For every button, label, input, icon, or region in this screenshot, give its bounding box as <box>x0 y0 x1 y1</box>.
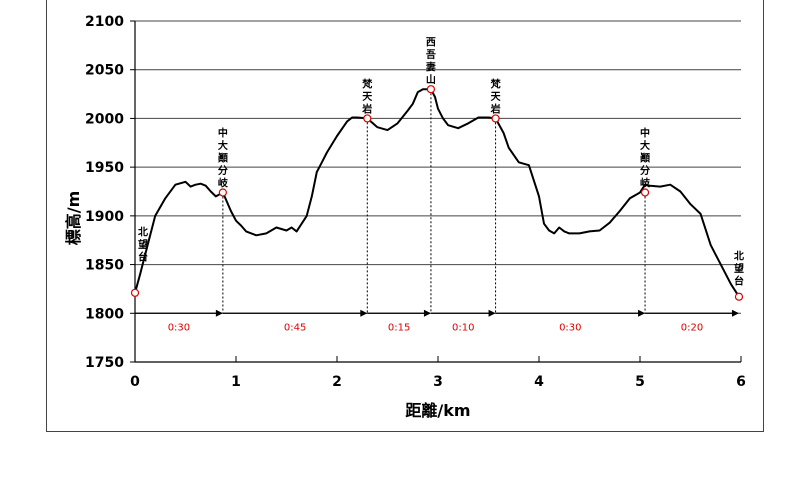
waypoint-label-6: 北望台 <box>734 250 744 288</box>
x-tick-label-2: 2 <box>332 374 342 390</box>
segment-time-5: 0:20 <box>681 322 703 333</box>
waypoint-label-4: 梵天岩 <box>490 77 502 115</box>
time-segments: 0:30 0:45 0:15 0:10 0:30 0:20 <box>135 309 739 333</box>
y-tick-label-2100: 2100 <box>85 14 124 30</box>
y-axis-label: 標高/m <box>64 191 83 246</box>
y-tick-labels: 1750 1800 1850 1900 1950 2000 2050 2100 <box>85 14 124 371</box>
segment-arrow-1 <box>360 309 368 317</box>
segment-arrow-2 <box>423 309 431 317</box>
y-tick-label-1750: 1750 <box>85 355 124 371</box>
waypoint-marker-1 <box>218 188 227 197</box>
segment-time-0: 0:30 <box>168 322 190 333</box>
y-tick-label-2000: 2000 <box>85 111 124 127</box>
x-tick-labels: 0 1 2 3 4 5 6 <box>130 374 746 390</box>
x-tick-label-0: 0 <box>130 374 140 390</box>
segment-arrow-0 <box>215 309 223 317</box>
x-axis-label: 距離/km <box>405 401 470 420</box>
chart-frame <box>46 0 764 432</box>
waypoint-marker-6 <box>734 292 744 301</box>
y-tick-label-1800: 1800 <box>85 306 124 322</box>
waypoint-markers <box>130 85 744 301</box>
waypoint-label-1: 中大顚分岐 <box>218 126 229 189</box>
point-guide-lines <box>222 89 646 314</box>
waypoint-marker-4 <box>491 114 500 123</box>
waypoint-labels: 北望台 中大顚分岐 梵天岩 西吾妻山梵天岩中大顚分岐北望台 <box>138 37 744 288</box>
segment-arrow-5 <box>731 309 739 317</box>
segment-time-3: 0:10 <box>452 322 474 333</box>
waypoint-label-5: 中大顚分岐 <box>640 126 651 189</box>
segment-time-4: 0:30 <box>559 322 581 333</box>
x-tick-label-1: 1 <box>231 374 241 390</box>
waypoint-marker-3 <box>426 85 436 94</box>
x-tick-label-5: 5 <box>635 374 645 390</box>
waypoint-label-2: 梵天岩 <box>361 77 373 115</box>
waypoint-marker-5 <box>640 188 650 197</box>
y-tick-label-1850: 1850 <box>85 258 124 274</box>
segment-time-1: 0:45 <box>284 322 306 333</box>
elevation-profile-line <box>134 88 740 298</box>
segment-arrow-4 <box>638 309 646 317</box>
y-tick-label-2050: 2050 <box>85 63 124 79</box>
waypoint-marker-0 <box>130 288 140 297</box>
waypoint-marker-2 <box>363 114 372 123</box>
y-tick-label-1950: 1950 <box>85 160 124 176</box>
waypoint-label-3: 西吾妻山 <box>426 37 436 86</box>
y-tick-label-1900: 1900 <box>85 209 124 225</box>
segment-arrow-3 <box>488 309 496 317</box>
x-tick-label-4: 4 <box>534 374 544 390</box>
axes <box>130 20 742 363</box>
x-tick-label-6: 6 <box>736 374 746 390</box>
x-tick-label-3: 3 <box>433 374 443 390</box>
waypoint-label-0: 北望台 <box>138 225 148 263</box>
segment-time-2: 0:15 <box>388 322 410 333</box>
